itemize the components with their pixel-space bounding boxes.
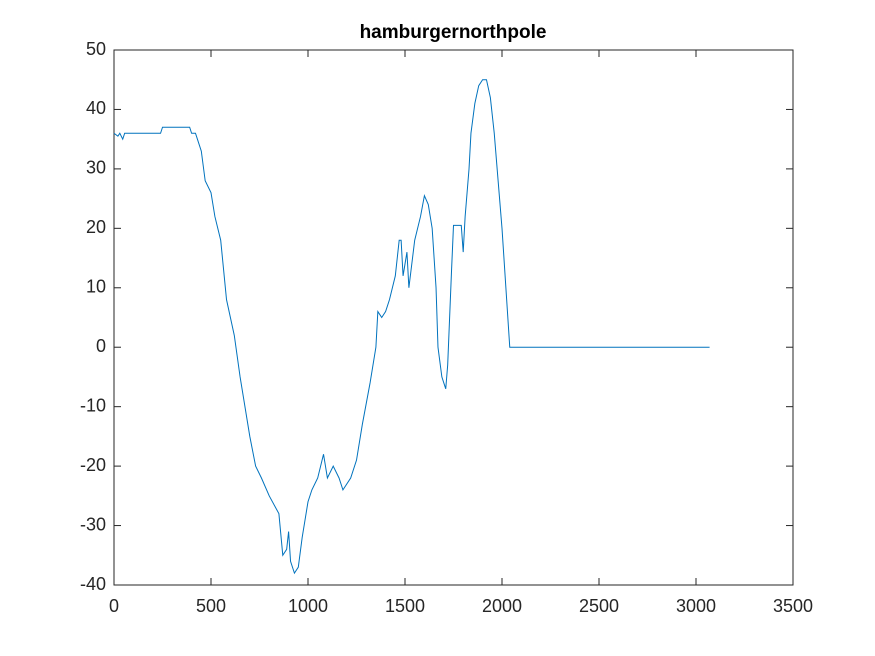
x-tick-label: 1000 (288, 596, 328, 616)
x-tick-label: 3000 (676, 596, 716, 616)
y-tick-label: -30 (80, 514, 106, 534)
y-tick-label: 10 (86, 277, 106, 297)
y-tick-label: 30 (86, 158, 106, 178)
y-tick-label: 0 (96, 336, 106, 356)
x-tick-label: 0 (109, 596, 119, 616)
x-tick-label: 2000 (482, 596, 522, 616)
y-tick-label: -40 (80, 574, 106, 594)
chart-title: hamburgernorthpole (360, 22, 547, 43)
x-tick-label: 500 (196, 596, 226, 616)
y-tick-label: 20 (86, 217, 106, 237)
y-tick-label: 40 (86, 98, 106, 118)
y-tick-label: -10 (80, 395, 106, 415)
x-tick-label: 1500 (385, 596, 425, 616)
x-tick-label: 3500 (773, 596, 813, 616)
data-line (113, 79, 710, 575)
x-tick-label: 2500 (579, 596, 619, 616)
y-tick-label: -20 (80, 455, 106, 475)
y-tick-label: 50 (86, 39, 106, 59)
plot-area (113, 49, 794, 586)
